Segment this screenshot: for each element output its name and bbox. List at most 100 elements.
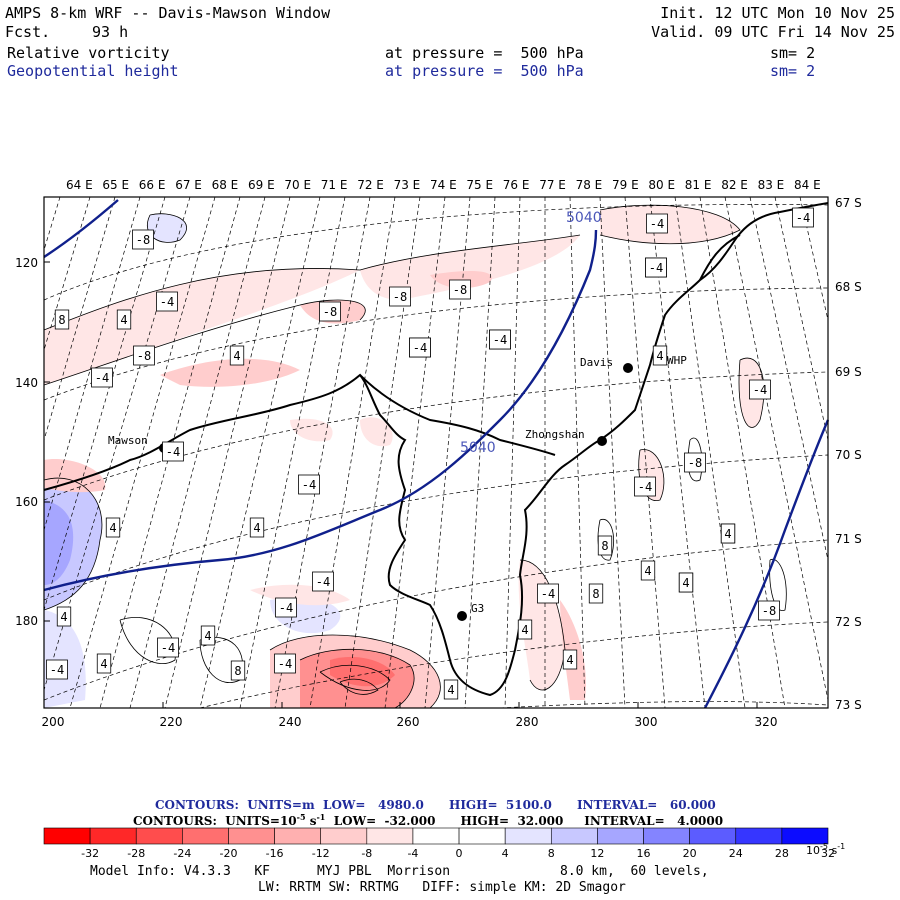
vorticity-label: 4 [644,564,651,578]
colorbar-swatch [597,827,644,845]
lon-label-3: 67 E [175,178,202,192]
lat-label-6: 73 S [835,698,862,712]
vorticity-label: 8 [234,664,241,678]
x-tick-1: 220 [160,715,183,729]
vorticity-label: -4 [302,478,316,492]
vorticity-label: 4 [682,576,689,590]
x-tick-3: 260 [397,715,420,729]
vorticity-label-box [133,345,155,366]
vorticity-shading [44,205,764,708]
vorticity-label-box [588,583,604,604]
colorbar-swatch [550,827,598,845]
station-mawson-label: Mawson [108,434,148,447]
station-davis-marker[interactable] [623,363,633,373]
station-zhongshan-label: Zhongshan [525,428,585,441]
vorticity-label-box [678,572,694,593]
lon-label-6: 70 E [284,178,311,192]
vorticity-label: -4 [413,341,427,355]
lon-label-8: 72 E [357,178,384,192]
vorticity-label-box [749,379,771,400]
colorbar-swatch [366,827,414,845]
colorbar-swatch [781,827,829,845]
x-tick-2: 240 [279,715,302,729]
vorticity-label-box [449,279,471,300]
station-zhongshan-marker[interactable] [597,436,607,446]
lat-label-0: 67 S [835,196,862,210]
vorticity-label: -8 [136,233,150,247]
model-grid: 8.0 km, 60 levels, [560,864,709,879]
vorticity-label-box [298,474,320,495]
vorticity-label-box [229,345,245,366]
colorbar-label-16: 32 [821,847,835,860]
legend-line1: CONTOURS: UNITS=m LOW= 4980.0 HIGH= 5100… [155,798,716,812]
lon-label-0: 64 E [66,178,93,192]
legend-line2: CONTOURS: UNITS=10-5 s-1 LOW= -32.000 HI… [133,812,724,828]
field2-sm: sm= 2 [770,62,816,80]
colorbar-label-11: 12 [590,847,604,860]
vorticity-label: 8 [601,539,608,553]
station-g3-marker[interactable] [457,611,467,621]
vorticity-label-box [389,286,411,307]
vorticity-label-box [116,309,132,330]
vorticity-label: 8 [592,587,599,601]
vorticity-label-box [275,597,297,618]
vorticity-label-box [56,606,72,627]
colorbar-swatch [228,827,275,845]
vorticity-label-box [758,600,780,621]
lon-label-12: 76 E [503,178,530,192]
station-whp-label: WHP [667,354,687,367]
colorbar-label-10: 8 [548,847,555,860]
lon-label-15: 79 E [612,178,639,192]
vorticity-label-box [634,476,656,497]
y-tick-3: 180 [15,614,38,628]
vorticity-label: 4 [109,521,116,535]
model-physics: LW: RRTM SW: RRTMG DIFF: simple KM: 2D S… [258,880,626,895]
vorticity-label-box [105,517,121,538]
colorbar-label-2: -24 [173,847,191,860]
vorticity-labels: -8 -4 4 8 -8 4 -4 -8 -8 -8 -4 -4 -4 -8 -4 -4 -4 4 4 -4 4 4 -4 4… [46,207,814,700]
vorticity-label: 4 [253,521,260,535]
colorbar-swatch [43,827,91,845]
station-g3-label: G3 [471,602,484,615]
lon-label-11: 75 E [466,178,493,192]
vorticity-label-box [720,523,736,544]
vorticity-label-box [230,660,246,681]
lon-label-13: 77 E [539,178,566,192]
vorticity-label-box [200,625,216,646]
vorticity-label-box [562,649,578,670]
colorbar-swatch [735,827,783,845]
colorbar-label-1: -28 [127,847,145,860]
colorbar-swatch [412,827,460,845]
vorticity-label-box [517,619,533,640]
vorticity-label-box [640,560,656,581]
lon-label-7: 71 E [321,178,348,192]
colorbar-swatch [135,827,183,845]
lon-label-16: 80 E [648,178,675,192]
field1-name: Relative vorticity [7,44,170,62]
vorticity-label: 4 [100,657,107,671]
colorbar-label-4: -16 [266,847,284,860]
lon-label-20: 84 E [794,178,821,192]
vorticity-label: 4 [447,683,454,697]
y-tick-2: 160 [15,495,38,509]
lon-label-5: 69 E [248,178,275,192]
vorticity-label: 4 [204,629,211,643]
fcst-value: 93 h [92,23,129,41]
colorbar-label-5: -12 [312,847,330,860]
vorticity-label: -4 [650,217,664,231]
vorticity-label-box [132,229,154,250]
vorticity-label-box [96,653,112,674]
y-tick-1: 140 [15,376,38,390]
x-tick-6: 320 [755,715,778,729]
vorticity-label-box [409,337,431,358]
vorticity-label: -4 [753,383,767,397]
lon-label-14: 78 E [576,178,603,192]
vorticity-label: -8 [453,283,467,297]
vorticity-label-box [162,441,184,462]
vorticity-label-box [157,637,179,658]
colorbar-swatch [689,827,737,845]
colorbar-swatch [458,827,506,845]
vorticity-label: -4 [316,575,330,589]
lat-label-4: 71 S [835,532,862,546]
lon-label-18: 82 E [721,178,748,192]
